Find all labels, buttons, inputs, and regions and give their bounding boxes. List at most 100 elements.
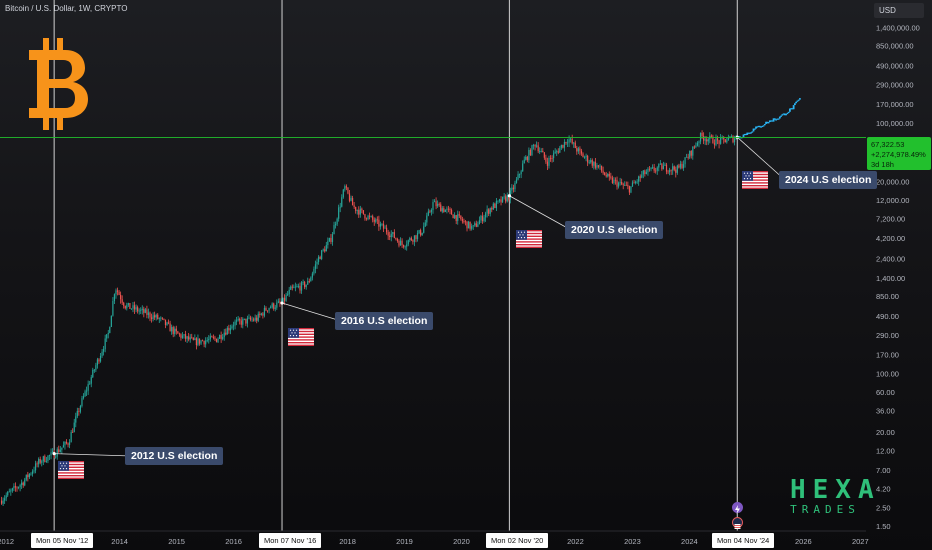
candle-body	[158, 318, 160, 320]
candle-body	[675, 169, 677, 173]
candle-body	[279, 301, 281, 303]
candle-body	[706, 139, 708, 142]
candle-body	[655, 170, 657, 172]
candle-body	[311, 273, 313, 278]
candle-body	[441, 208, 443, 212]
candle-body	[184, 334, 187, 339]
candle-body	[543, 152, 545, 158]
candle-body	[118, 291, 120, 295]
y-tick-label: 850,000.00	[876, 42, 914, 51]
candle-body	[348, 193, 351, 201]
candle-body	[300, 282, 303, 291]
projection-candle	[772, 118, 775, 122]
candle-body	[733, 138, 736, 143]
candle-body	[129, 303, 131, 309]
candle-body	[163, 318, 165, 320]
candle-body	[503, 196, 505, 198]
candle-body	[707, 139, 709, 142]
candle-body	[133, 305, 136, 310]
candle-body	[72, 432, 74, 433]
flag-event-icon[interactable]	[732, 517, 743, 529]
candle-body	[67, 443, 69, 445]
annotation-2020-election[interactable]: 2020 U.S election	[565, 221, 664, 239]
candle-body	[512, 187, 515, 190]
candle-body	[101, 351, 103, 356]
candle-body	[249, 317, 252, 320]
annotation-2024-election[interactable]: 2024 U.S election	[779, 171, 878, 189]
candle-body	[205, 340, 207, 345]
candle-body	[653, 167, 655, 171]
y-tick-label: 20,000.00	[876, 178, 909, 187]
candle-body	[461, 219, 463, 222]
candle-body	[8, 491, 10, 493]
candle-body	[390, 233, 392, 238]
candle-body	[61, 447, 63, 450]
projection-candle	[756, 126, 759, 128]
candle-body	[59, 449, 61, 453]
projection-candle	[763, 123, 766, 126]
candle-body	[597, 165, 600, 167]
candle-body	[217, 338, 219, 343]
candle-body	[395, 237, 397, 240]
projection-candle	[771, 120, 774, 122]
candle-body	[31, 471, 34, 474]
candle-body	[732, 136, 734, 143]
candle-body	[457, 214, 459, 221]
candle-body	[115, 290, 117, 295]
candle-body	[398, 240, 400, 246]
candle-body	[271, 303, 273, 308]
candle-body	[236, 320, 238, 322]
candle-body	[11, 488, 13, 491]
candle-body	[433, 201, 436, 203]
projection-candle	[799, 98, 801, 100]
candle-body	[644, 170, 646, 174]
candle-body	[171, 327, 173, 332]
us-flag-icon	[58, 461, 84, 479]
candle-body	[265, 307, 267, 311]
candle-body	[198, 338, 201, 344]
candle-body	[613, 179, 615, 183]
annotation-2016-election[interactable]: 2016 U.S election	[335, 312, 434, 330]
x-tick-label: 2012	[0, 537, 14, 546]
candle-body	[478, 220, 480, 225]
candle-body	[500, 199, 502, 203]
y-tick-label: 170.00	[876, 350, 899, 359]
candle-body	[285, 295, 287, 301]
candle-body	[218, 335, 221, 339]
candle-body	[220, 335, 222, 339]
annotation-connector	[54, 453, 132, 457]
last-price-value: 67,322.53	[871, 140, 905, 149]
candle-body	[243, 318, 245, 320]
candle-body	[140, 309, 142, 311]
x-tick-label: 2016	[225, 537, 242, 546]
candle-body	[282, 297, 284, 303]
candle-body	[546, 161, 549, 166]
candle-body	[421, 232, 423, 236]
candle-body	[167, 322, 170, 324]
candle-body	[146, 309, 148, 315]
candle-body	[682, 164, 685, 169]
candle-body	[154, 315, 156, 318]
annotation-2012-election[interactable]: 2012 U.S election	[125, 447, 224, 465]
candle-body	[172, 327, 174, 334]
candle-body	[25, 474, 27, 480]
projection-candle	[778, 116, 781, 119]
projection-candle	[750, 132, 752, 134]
lightning-event-icon[interactable]	[732, 502, 743, 514]
currency-button[interactable]: USD	[874, 3, 924, 18]
candle-body	[287, 294, 289, 296]
x-tick-label: 2018	[339, 537, 356, 546]
candle-body	[209, 336, 211, 340]
candle-body	[21, 482, 23, 485]
candle-body	[13, 486, 15, 489]
candle-body	[160, 317, 162, 319]
candle-body	[277, 301, 279, 303]
candle-body	[429, 211, 431, 213]
candle-body	[109, 327, 111, 333]
candle-body	[472, 225, 474, 227]
projection-candle	[767, 122, 770, 124]
candle-body	[93, 369, 95, 371]
candle-body	[526, 156, 528, 161]
candle-body	[667, 171, 669, 173]
